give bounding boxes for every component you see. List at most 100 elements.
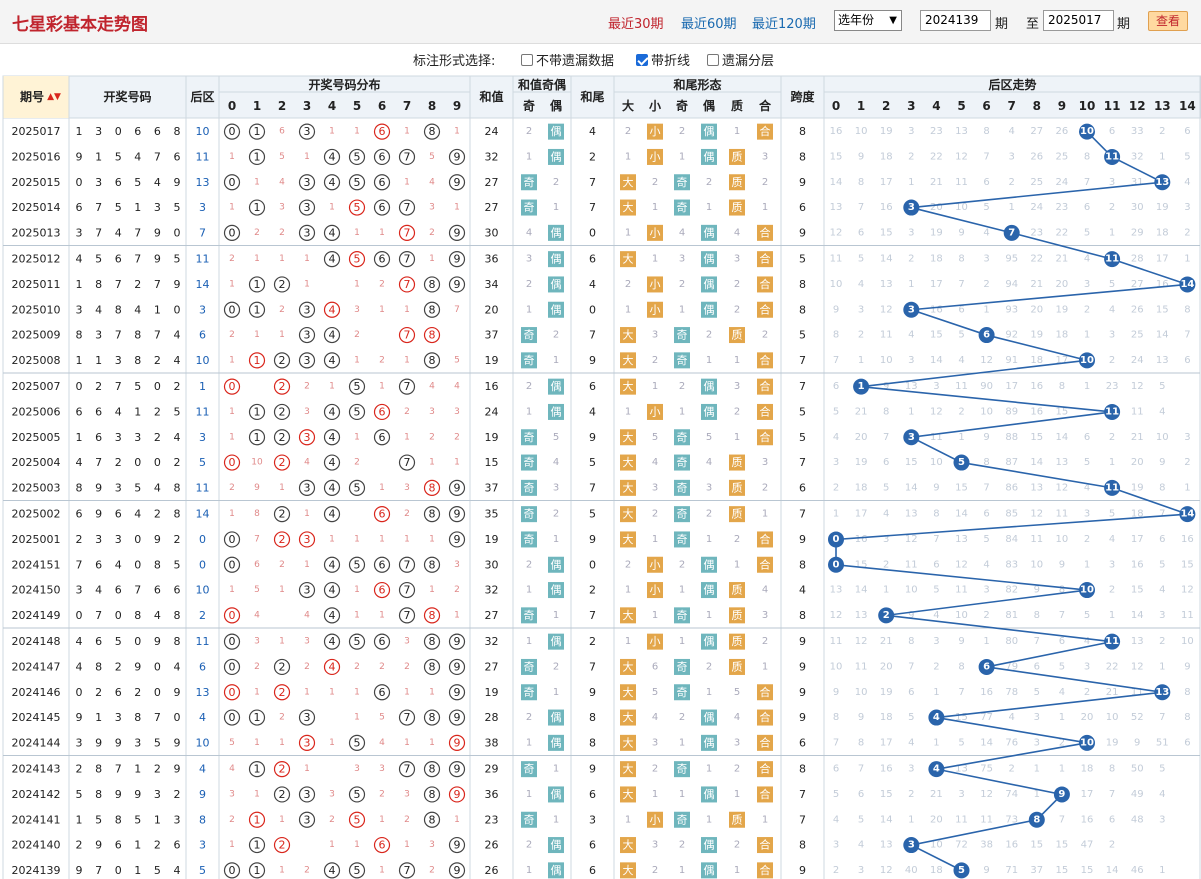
draw-digit: 4	[76, 635, 83, 648]
back-cell: 4	[199, 711, 206, 724]
issue-cell: 2025015	[12, 176, 61, 189]
draw-digit: 1	[95, 150, 102, 163]
draw-digit: 9	[174, 176, 181, 189]
tail-cell: 0	[589, 226, 596, 239]
dist-ball-number: 9	[454, 736, 461, 749]
dist-ball	[248, 199, 266, 216]
back-trend-miss: 17	[1081, 789, 1094, 800]
tail-shape-badge	[620, 734, 636, 751]
tail-cell: 7	[589, 609, 596, 622]
sort-icon[interactable]: ▲▼	[47, 92, 61, 102]
tail-cell: 6	[589, 788, 596, 801]
dist-ball-number: 3	[304, 226, 311, 239]
dist-ball	[348, 403, 366, 421]
dist-ball-number: 3	[304, 354, 311, 367]
draw-digit: 9	[154, 253, 161, 266]
sum-parity-badge	[521, 761, 537, 778]
tail-shape-badge	[757, 734, 773, 751]
tail-shape-miss: 1	[762, 661, 768, 672]
dist-miss: 2	[379, 662, 385, 672]
back-trend-miss: 6	[1159, 534, 1165, 545]
back-trend-miss: 1	[1109, 610, 1115, 621]
dist-ball-number: 5	[354, 864, 361, 877]
back-trend-miss: 13	[905, 381, 918, 392]
back-trend-miss: 3	[858, 865, 864, 876]
dist-ball-number: 0	[229, 711, 236, 724]
tail-shape: 合	[760, 685, 771, 699]
back-trend-miss: 5	[858, 814, 864, 825]
dist-ball-number: 7	[404, 201, 411, 214]
back-trend-miss: 1	[1159, 865, 1165, 876]
back-trend-miss: 19	[855, 457, 868, 468]
back-trend-miss: 8	[1084, 151, 1090, 162]
tail-shape-badge	[620, 251, 636, 268]
span-cell: 8	[799, 558, 806, 571]
from-issue-input[interactable]: 2024139	[920, 10, 991, 31]
back-trend-ball-number: 0	[833, 559, 840, 570]
view-button[interactable]: 查看	[1148, 11, 1188, 31]
dist-ball-number: 3	[304, 329, 311, 342]
dist-miss: 1	[354, 687, 360, 697]
draw-digit: 9	[95, 839, 102, 852]
dist-miss: 1	[354, 585, 360, 595]
back-trend-miss: 4	[983, 559, 989, 570]
back-trend-miss: 12	[930, 406, 943, 417]
recent-120-link[interactable]: 最近120期	[752, 17, 816, 32]
tail-shape: 合	[760, 302, 771, 316]
back-trend-miss: 12	[1131, 661, 1144, 672]
dist-miss: 1	[254, 738, 260, 748]
issue-cell: 2025012	[12, 253, 61, 266]
dist-ball-number: 5	[354, 150, 361, 163]
tail-cell: 0	[589, 558, 596, 571]
dist-miss: 3	[329, 789, 335, 799]
draw-digit: 5	[134, 176, 141, 189]
recent-60-link[interactable]: 最近60期	[681, 17, 737, 32]
sum-parity: 奇	[524, 456, 535, 469]
back-trend-miss: 22	[1106, 661, 1119, 672]
dist-ball	[373, 506, 391, 523]
dist-ball	[348, 251, 366, 268]
tail-shape: 大	[623, 685, 634, 699]
polyline-checkbox[interactable]: 带折线	[636, 50, 690, 69]
dist-ball-number: 6	[379, 253, 386, 266]
dist-ball	[223, 224, 241, 241]
miss-layer-checkbox[interactable]: 遗漏分层	[707, 50, 774, 69]
dist-digit-header: 6	[378, 99, 386, 113]
tail-shape-miss: 1	[652, 381, 658, 392]
dist-ball	[298, 479, 316, 496]
dist-ball	[423, 658, 441, 676]
year-select[interactable]: 选年份 ▼	[834, 10, 902, 31]
tail-shape: 偶	[704, 150, 715, 163]
back-trend-miss: 2	[1159, 126, 1165, 137]
tail-cell: 5	[589, 508, 596, 521]
back-trend-miss: 14	[1156, 330, 1169, 341]
back-trend-miss: 1	[883, 585, 889, 596]
tail-shape: 偶	[704, 405, 715, 418]
dist-miss: 3	[429, 407, 435, 417]
back-trend-miss: 21	[1106, 687, 1119, 698]
to-issue-input[interactable]: 2025017	[1043, 10, 1114, 31]
recent-30-link[interactable]: 最近30期	[608, 17, 664, 32]
dist-miss: 2	[429, 865, 435, 875]
back-trend-miss: 11	[880, 330, 893, 341]
back-trend-miss: 1	[1084, 330, 1090, 341]
dist-miss: 1	[329, 203, 335, 213]
dist-ball	[398, 709, 416, 726]
draw-digit: 7	[76, 558, 83, 571]
issue-cell: 2025008	[12, 354, 61, 367]
tail-shape-badge	[620, 862, 636, 879]
back-trend-miss: 12	[1181, 585, 1194, 596]
dist-ball-number: 2	[279, 763, 286, 776]
dist-ball	[323, 506, 341, 523]
draw-digit: 5	[76, 788, 83, 801]
dist-ball-number: 1	[254, 150, 261, 163]
dist-ball	[248, 761, 266, 778]
tail-cell: 7	[589, 329, 596, 342]
draw-digit: 9	[76, 711, 83, 724]
back-trend-miss: 3	[933, 381, 939, 392]
sum-parity-miss: 1	[526, 865, 532, 876]
draw-digit: 2	[134, 278, 141, 291]
back-trend-miss: 9	[833, 304, 839, 315]
no-miss-data-checkbox[interactable]: 不带遗漏数据	[521, 50, 614, 69]
back-trend-miss: 2	[908, 789, 914, 800]
